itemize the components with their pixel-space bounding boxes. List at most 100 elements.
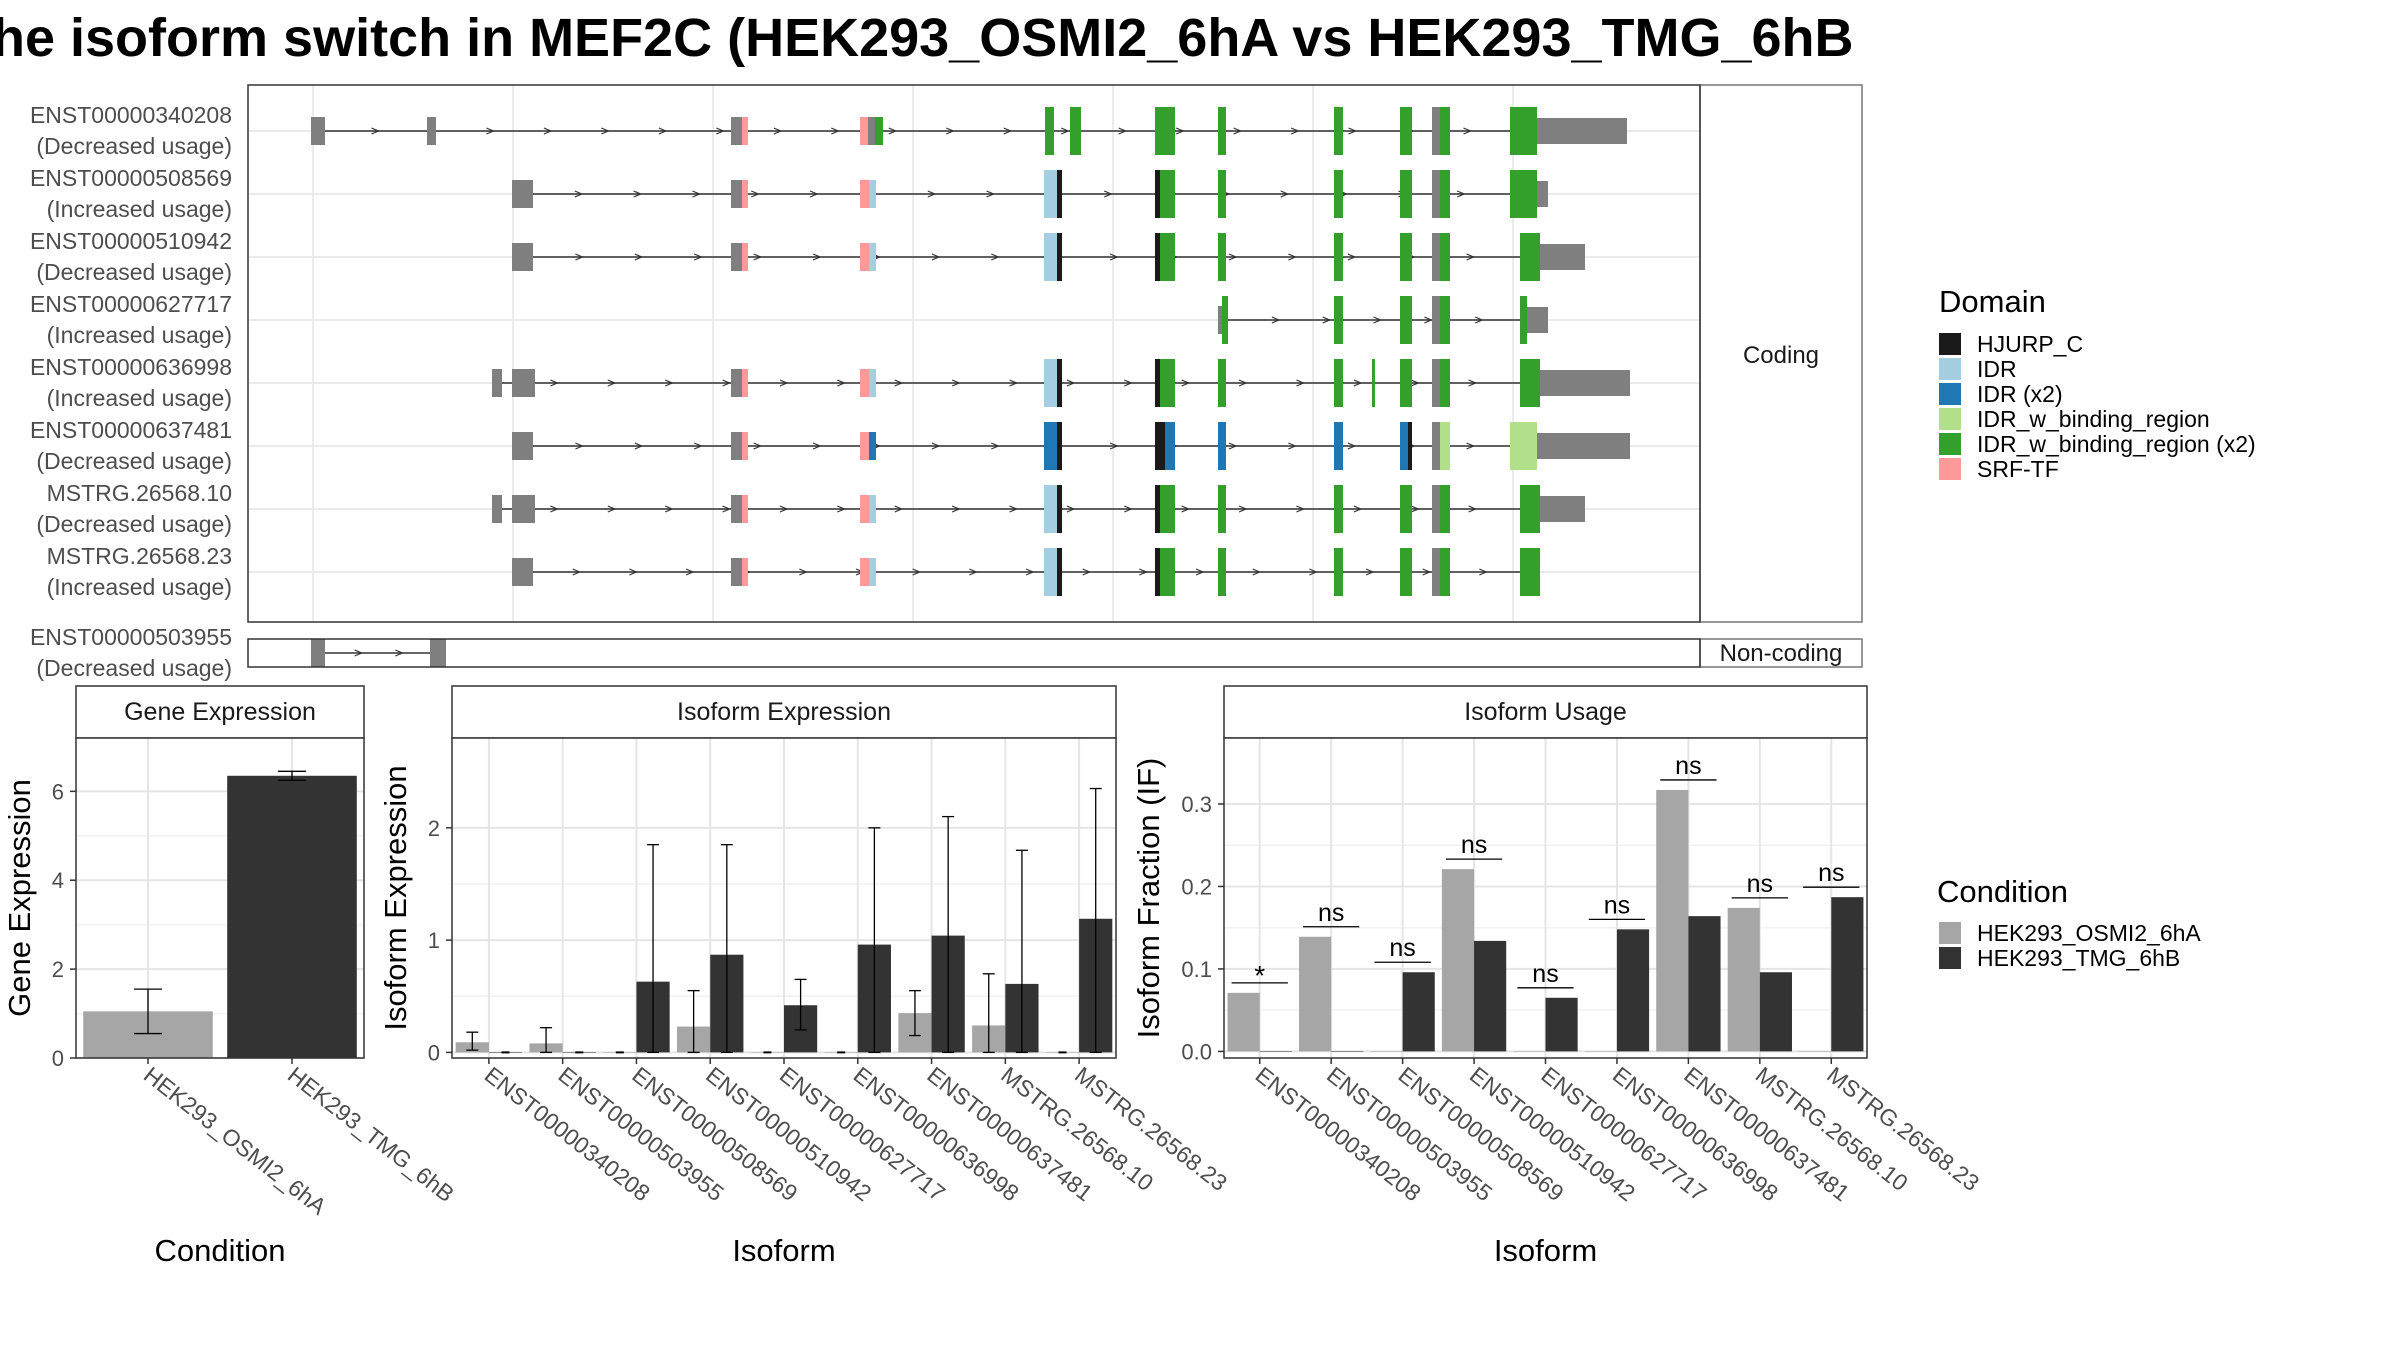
condition-legend-label: HEK293_OSMI2_6hA <box>1977 920 2201 946</box>
exon <box>1155 170 1160 218</box>
intron-arrow <box>1373 316 1383 324</box>
domain-legend-label: HJURP_C <box>1977 331 2083 357</box>
track-id-label: MSTRG.26568.23 <box>47 543 232 569</box>
intron-arrow <box>946 127 955 135</box>
significance-label: ns <box>1675 752 1701 780</box>
exon <box>1432 485 1440 533</box>
domain-legend-key <box>1939 383 1961 405</box>
exon <box>492 495 502 523</box>
intron-arrow <box>951 379 961 387</box>
exon <box>1218 107 1226 155</box>
exon <box>1057 359 1062 407</box>
exon <box>1334 485 1343 533</box>
intron-arrow <box>692 190 701 198</box>
intron-arrow <box>658 127 668 135</box>
intron-arrow <box>1139 568 1148 576</box>
exon <box>1432 548 1440 596</box>
intron-arrow <box>779 505 789 513</box>
exon <box>1155 107 1175 155</box>
exon <box>311 117 325 145</box>
exon <box>1222 296 1228 344</box>
intron-arrow <box>888 127 898 135</box>
track-usage-label: (Decreased usage) <box>36 133 232 159</box>
bar <box>1759 972 1792 1052</box>
condition-legend-label: HEK293_TMG_6hB <box>1977 945 2180 971</box>
chart-title: he isoform switch in MEF2C (HEK293_OSMI2… <box>0 8 1854 68</box>
condition-legend-key <box>1939 947 1961 969</box>
exon <box>1160 485 1175 533</box>
track-usage-label: (Decreased usage) <box>36 448 232 474</box>
exon <box>1432 233 1440 281</box>
intron-arrow <box>812 442 822 450</box>
exon <box>731 180 742 208</box>
exon <box>731 117 742 145</box>
domain-legend-label: IDR <box>1977 356 2017 382</box>
track-id-label: ENST00000627717 <box>30 291 232 317</box>
intron-arrow <box>931 442 941 450</box>
intron-arrow <box>1109 253 1119 261</box>
intron-arrow <box>575 253 584 261</box>
exon <box>1520 485 1540 533</box>
track-id-label: ENST00000508569 <box>30 165 232 191</box>
y-tick-label: 1 <box>428 928 440 953</box>
bar <box>1727 907 1760 1052</box>
track-usage-label: (Decreased usage) <box>36 511 232 537</box>
domain-legend-label: IDR (x2) <box>1977 381 2063 407</box>
intron-arrow <box>1288 442 1297 450</box>
significance-label: ns <box>1747 870 1773 898</box>
intron-arrow <box>1009 505 1019 513</box>
exon <box>742 243 748 271</box>
track-usage-label: (Decreased usage) <box>36 655 232 681</box>
y-tick-label: 0.0 <box>1181 1039 1212 1064</box>
exon <box>1400 548 1412 596</box>
facet-strip <box>451 685 1117 739</box>
exon <box>868 117 875 145</box>
exon <box>1540 244 1585 270</box>
exon <box>1400 485 1412 533</box>
exon <box>1400 233 1412 281</box>
significance-label: ns <box>1389 934 1415 962</box>
exon <box>1440 422 1450 470</box>
bar <box>1299 936 1332 1052</box>
intron-arrow <box>550 505 559 513</box>
intron-arrow <box>1082 568 1092 576</box>
bar <box>1584 1051 1617 1052</box>
exon <box>1440 170 1450 218</box>
coding-strip-label: Coding <box>1743 342 1819 369</box>
intron-arrow <box>1271 316 1281 324</box>
intron-arrow <box>633 190 643 198</box>
domain-legend-key <box>1939 433 1961 455</box>
isoform-expression-chart: Isoform Expression012ENST00000340208ENST… <box>378 685 1232 1268</box>
isoform-usage-chart: Isoform Usage * ns ns ns ns ns ns ns ns 0.0 0.1 0.2 0… <box>1131 685 1984 1268</box>
facet-title: Isoform Usage <box>1464 698 1627 726</box>
intron-arrow <box>693 253 703 261</box>
intron-arrow <box>1347 442 1357 450</box>
domain-legend-key <box>1939 333 1961 355</box>
intron-arrow <box>1181 505 1191 513</box>
exon <box>1160 548 1175 596</box>
y-axis-title: Gene Expression <box>2 779 37 1017</box>
facet-title: Isoform Expression <box>677 698 891 726</box>
facet-strip <box>1223 685 1868 739</box>
exon <box>869 432 876 460</box>
intron-arrow <box>1466 442 1476 450</box>
bar <box>227 775 357 1058</box>
exon <box>1160 170 1175 218</box>
exon <box>1218 233 1226 281</box>
intron-arrow <box>1238 379 1248 387</box>
intron-arrow <box>1175 127 1185 135</box>
exon <box>1218 485 1226 533</box>
bar <box>1402 972 1435 1052</box>
exon <box>742 432 748 460</box>
exon <box>1527 307 1548 333</box>
intron-arrow <box>809 190 819 198</box>
intron-arrow <box>894 379 904 387</box>
intron-arrow <box>837 505 846 513</box>
intron-arrow <box>753 253 763 261</box>
intron-arrow <box>1109 442 1119 450</box>
intron-arrow <box>991 253 1000 261</box>
exon <box>869 243 876 271</box>
exon <box>860 243 869 271</box>
bar <box>1331 1051 1364 1052</box>
